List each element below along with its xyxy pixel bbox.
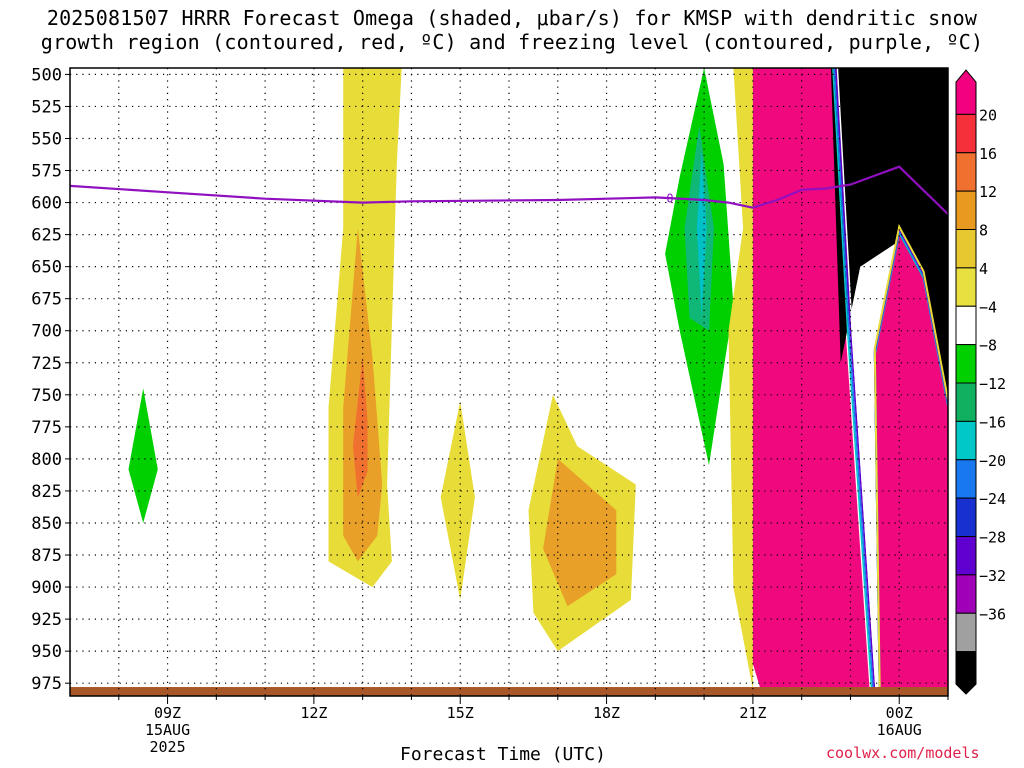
y-tick-label-750: 750 xyxy=(31,386,62,406)
colorbar-label-4: 4 xyxy=(979,260,988,278)
colorbar-swatch-6 xyxy=(955,305,977,346)
x-tick-year: 2025 xyxy=(149,738,185,756)
omega-region-3 xyxy=(352,356,368,498)
x-axis-title: Forecast Time (UTC) xyxy=(400,744,606,765)
y-tick-label-650: 650 xyxy=(31,258,62,278)
x-tick-label-21Z: 21Z xyxy=(739,704,766,722)
colorbar-swatch-1 xyxy=(955,113,977,154)
y-tick-label-925: 925 xyxy=(31,610,62,630)
colorbar-swatch-15 xyxy=(955,651,977,695)
colorbar-label-8: 8 xyxy=(979,222,988,240)
colorbar-swatch-8 xyxy=(955,382,977,422)
y-tick-label-625: 625 xyxy=(31,226,62,246)
colorbar: 20 16 12 8 4 −4 −8 −12 −16 −20 −24 −28 −32 −36 xyxy=(955,69,1006,695)
x-tick-label-18Z: 18Z xyxy=(593,704,620,722)
omega-contour-rim-2 xyxy=(835,68,876,696)
colorbar-swatch-14 xyxy=(955,612,977,653)
colorbar-swatch-7 xyxy=(955,344,977,384)
colorbar-swatch-0 xyxy=(955,69,977,115)
title-line-2: growth region (contoured, red, ºC) and f… xyxy=(40,30,984,54)
y-tick-label-700: 700 xyxy=(31,322,62,342)
y-tick-label-950: 950 xyxy=(31,642,62,662)
colorbar-label--12: −12 xyxy=(979,375,1006,393)
omega-region-10 xyxy=(728,68,753,690)
x-tick-date-15AUG: 15AUG xyxy=(145,721,190,739)
y-tick-label-775: 775 xyxy=(31,418,62,438)
colorbar-swatch-12 xyxy=(955,536,977,576)
colorbar-swatch-3 xyxy=(955,190,977,230)
y-tick-label-975: 975 xyxy=(31,674,62,694)
y-tick-label-850: 850 xyxy=(31,514,62,534)
y-tick-label-825: 825 xyxy=(31,482,62,502)
y-tick-label-600: 600 xyxy=(31,194,62,214)
y-tick-label-800: 800 xyxy=(31,450,62,470)
omega-contour-rim-1 xyxy=(833,68,875,696)
x-tick-label-00Z: 00Z xyxy=(886,704,913,722)
colorbar-label--32: −32 xyxy=(979,567,1006,585)
omega-contour-arch-3 xyxy=(873,223,948,689)
colorbar-swatch-10 xyxy=(955,459,977,499)
axes: 500 525 550 575 600 625 650 675 700 725 750 775 800 8… xyxy=(31,65,949,756)
y-tick-label-875: 875 xyxy=(31,546,62,566)
x-tick-label-12Z: 12Z xyxy=(300,704,327,722)
colorbar-label-12: 12 xyxy=(979,183,997,201)
omega-region-6 xyxy=(543,458,617,607)
omega-region-12 xyxy=(830,68,948,459)
colorbar-swatch-11 xyxy=(955,497,977,537)
credit-text: coolwx.com/models xyxy=(826,744,980,762)
colorbar-swatch-2 xyxy=(955,152,977,192)
y-tick-label-725: 725 xyxy=(31,354,62,374)
colorbar-swatch-5 xyxy=(955,267,977,307)
shading-layer: 0 xyxy=(70,68,948,696)
colorbar-label--16: −16 xyxy=(979,413,1006,431)
colorbar-swatch-13 xyxy=(955,574,977,614)
colorbar-label--28: −28 xyxy=(979,529,1006,547)
colorbar-label-16: 16 xyxy=(979,145,997,163)
plot-area: 0 xyxy=(70,68,948,696)
colorbar-label--36: −36 xyxy=(979,605,1006,623)
ground-band xyxy=(70,687,948,696)
y-tick-label-900: 900 xyxy=(31,578,62,598)
y-tick-label-525: 525 xyxy=(31,97,62,117)
x-tick-label-09Z: 09Z xyxy=(154,704,181,722)
omega-contour-rim-0 xyxy=(832,68,873,696)
omega-region-4 xyxy=(440,401,475,600)
omega-region-0 xyxy=(128,388,158,523)
y-tick-label-500: 500 xyxy=(31,65,62,85)
colorbar-label-20: 20 xyxy=(979,106,997,124)
colorbar-label--24: −24 xyxy=(979,490,1006,508)
freezing-level-label: 0 xyxy=(666,191,673,205)
title-line-1: 2025081507 HRRR Forecast Omega (shaded, … xyxy=(46,6,978,30)
y-tick-label-550: 550 xyxy=(31,129,62,149)
y-tick-label-675: 675 xyxy=(31,290,62,310)
x-tick-date-16AUG: 16AUG xyxy=(877,721,922,739)
colorbar-label--8: −8 xyxy=(979,337,997,355)
colorbar-label--4: −4 xyxy=(979,298,997,316)
freezing-level-line xyxy=(70,165,948,215)
x-tick-label-15Z: 15Z xyxy=(447,704,474,722)
colorbar-swatch-4 xyxy=(955,229,977,269)
y-tick-label-575: 575 xyxy=(31,162,62,182)
omega-region-13 xyxy=(874,234,948,696)
colorbar-label--20: −20 xyxy=(979,452,1006,470)
omega-region-11 xyxy=(752,68,870,696)
colorbar-swatch-9 xyxy=(955,420,977,461)
chart-title: 2025081507 HRRR Forecast Omega (shaded, … xyxy=(0,6,1024,54)
